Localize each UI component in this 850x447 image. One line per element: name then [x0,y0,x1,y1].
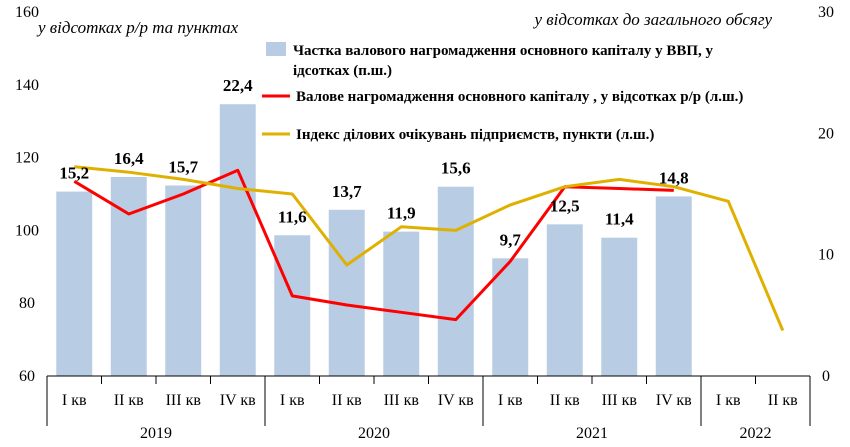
category-label: ІV кв [220,392,256,409]
bar-data-label: 9,7 [500,230,522,249]
left-tick-label: 80 [19,295,35,312]
category-label: І кв [62,392,87,409]
category-label: ІІ кв [332,392,362,409]
bar-data-label: 12,5 [550,196,580,215]
bar-data-label: 15,7 [168,158,198,177]
category-label: ІІ кв [768,392,798,409]
left-tick-label: 100 [15,222,39,239]
bar [56,191,93,376]
category-label: ІV кв [438,392,474,409]
bar [655,196,692,376]
category-label: ІV кв [656,392,692,409]
legend-label-red-line: Валове нагромадження основного капіталу … [296,89,743,105]
data-labels: 15,2 16,4 15,7 22,4 11,6 13,7 11,9 15,6 9,7 12,5 1… [59,76,688,249]
bar [546,224,583,376]
category-label: ІІ кв [550,392,580,409]
category-label: І кв [280,392,305,409]
bar-series [56,104,692,377]
left-tick-label: 120 [15,150,39,167]
bar [165,185,202,376]
bar [437,186,474,376]
year-label: 2022 [740,425,772,442]
category-label: І кв [498,392,523,409]
category-label: І кв [716,392,741,409]
legend-label-yellow-line: Індекс ділових очікувань підприємств, пу… [296,127,654,143]
bar [328,209,365,376]
category-label: ІІІ кв [384,392,420,409]
legend: Частка валового нагромадження основного … [262,42,743,143]
category-label: ІІ кв [114,392,144,409]
bar-data-label: 11,6 [278,207,307,226]
bar-data-label: 16,4 [114,149,144,168]
bar-data-label: 15,2 [59,164,89,183]
left-axis-label: у відсотках р/р та пунктах [36,18,239,37]
bar-data-label: 13,7 [332,182,362,201]
bar-data-label: 14,8 [659,168,689,187]
series-line-0 [73,168,674,322]
bar [383,231,420,376]
bar-data-label: 11,4 [605,210,634,229]
legend-label-bars-line2: ідсотках (п.ш.) [293,63,392,79]
year-label: 2020 [358,425,390,442]
bar-data-label: 11,9 [387,204,416,223]
left-tick-label: 160 [15,4,39,21]
year-label: 2019 [140,425,172,442]
year-label: 2021 [576,425,608,442]
bar [492,258,529,376]
right-tick-label: 20 [818,125,834,142]
line-series [73,165,785,332]
series-line-1 [74,165,785,332]
category-label: ІІІ кв [166,392,202,409]
category-label: ІІІ кв [602,392,638,409]
right-tick-label: 30 [818,4,834,21]
right-axis-label: у відсотках до загального обсягу [532,10,772,29]
right-tick-label: 0 [822,368,830,385]
bar-data-label: 22,4 [223,76,253,95]
legend-label-bars-line1: Частка валового нагромадження основного … [293,43,714,59]
bar [219,104,256,377]
bar-data-label: 15,6 [441,159,471,178]
bar [274,235,311,376]
left-tick-label: 60 [19,368,35,385]
right-tick-label: 10 [818,247,834,264]
left-tick-label: 140 [15,77,39,94]
bar [601,237,638,376]
axes: 60 80 100 120 140 160 0 10 20 30 І кв ІІ кв ІІІ кв ІV… [15,4,834,442]
legend-swatch-bars [266,42,286,56]
